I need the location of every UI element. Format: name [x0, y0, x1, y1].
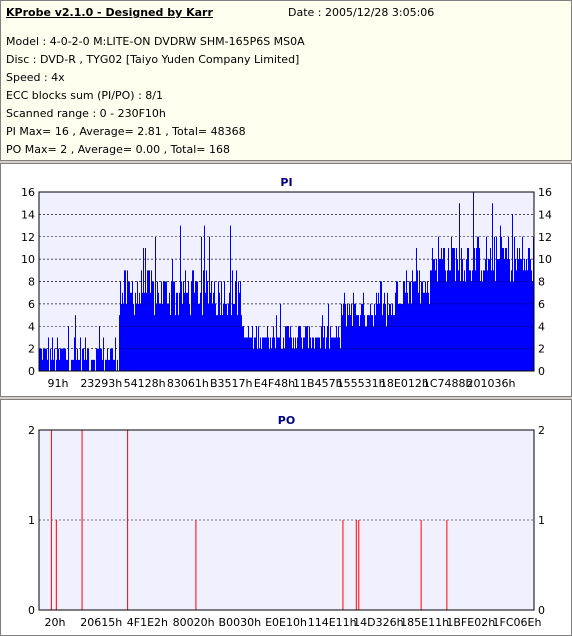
po-y-tick-left: 0 — [28, 604, 35, 617]
po-x-tick: 80020h — [173, 616, 215, 629]
po-stats-line: PO Max= 2 , Average= 0.00 , Total= 168 — [6, 143, 230, 156]
model-line: Model : 4-0-2-0 M:LITE-ON DVDRW SHM-165P… — [6, 35, 305, 48]
pi-chart-panel: PI 0 0 2 2 4 4 6 6 8 8 10 10 12 12 14 14 16 16 91h 23293h 541… — [0, 163, 572, 397]
pi-y-tick-left: 12 — [21, 231, 35, 244]
pi-y-tick-left: 16 — [21, 186, 35, 199]
pi-y-tick-right: 0 — [538, 365, 545, 378]
pi-x-tick: E4F48h — [254, 377, 295, 390]
po-y-tick-left: 1 — [28, 514, 35, 527]
pi-x-tick: 11B457h — [293, 377, 343, 390]
pi-x-tick: 155531h — [337, 377, 386, 390]
pi-x-tick: 18E012h — [380, 377, 429, 390]
pi-y-tick-right: 8 — [538, 276, 545, 289]
po-x-tick: 1FC06Eh — [493, 616, 542, 629]
pi-y-tick-right: 6 — [538, 298, 545, 311]
pi-y-tick-left: 0 — [28, 365, 35, 378]
po-chart-panel: PO 0 0 1 1 2 2 20h 20615h 4F1E2h 80020h B0030h E0E10… — [0, 399, 572, 636]
pi-x-tick: B3517h — [210, 377, 253, 390]
po-x-tick: 114E11h — [308, 616, 357, 629]
app-title: KProbe v2.1.0 - Designed by Karr — [6, 6, 213, 19]
pi-x-tick: 1C7488h — [423, 377, 473, 390]
po-chart-title: PO — [278, 414, 295, 427]
pi-y-tick-left: 14 — [21, 208, 35, 221]
po-x-tick: 4F1E2h — [127, 616, 168, 629]
po-chart: PO 0 0 1 1 2 2 20h 20615h 4F1E2h 80020h B0030h E0E10… — [28, 414, 545, 629]
po-x-tick: 20h — [45, 616, 66, 629]
ecc-line: ECC blocks sum (PI/PO) : 8/1 — [6, 89, 163, 102]
po-x-tick: B0030h — [219, 616, 262, 629]
pi-y-tick-right: 4 — [538, 320, 545, 333]
pi-x-tick: 83061h — [167, 377, 209, 390]
pi-chart: PI 0 0 2 2 4 4 6 6 8 8 10 10 12 12 14 14 16 16 91h 23293h 541… — [21, 176, 552, 390]
pi-y-tick-left: 4 — [28, 320, 35, 333]
pi-stats-line: PI Max= 16 , Average= 2.81 , Total= 4836… — [6, 125, 246, 138]
po-x-tick: 185E11h — [400, 616, 449, 629]
pi-x-tick: 23293h — [80, 377, 122, 390]
pi-y-tick-right: 16 — [538, 186, 552, 199]
speed-line: Speed : 4x — [6, 71, 65, 84]
po-x-tick: E0E10h — [265, 616, 307, 629]
info-panel: KProbe v2.1.0 - Designed by Karr Date : … — [0, 0, 572, 161]
pi-x-tick: 201036h — [467, 377, 516, 390]
pi-y-tick-left: 2 — [28, 343, 35, 356]
po-plot-border — [38, 429, 535, 611]
pi-chart-title: PI — [280, 176, 292, 189]
po-y-tick-right: 1 — [538, 514, 545, 527]
po-y-tick-left: 2 — [28, 424, 35, 437]
po-x-tick: 20615h — [80, 616, 122, 629]
pi-y-tick-right: 10 — [538, 253, 552, 266]
po-x-tick: 1BFE02h — [446, 616, 495, 629]
po-y-tick-right: 2 — [538, 424, 545, 437]
disc-line: Disc : DVD-R , TYG02 [Taiyo Yuden Compan… — [6, 53, 300, 66]
po-x-tick: 14D326h — [353, 616, 403, 629]
pi-y-tick-right: 2 — [538, 343, 545, 356]
pi-y-tick-left: 10 — [21, 253, 35, 266]
pi-y-tick-right: 12 — [538, 231, 552, 244]
pi-y-tick-left: 6 — [28, 298, 35, 311]
scan-date: Date : 2005/12/28 3:05:06 — [288, 6, 435, 19]
pi-x-tick: 91h — [48, 377, 69, 390]
range-line: Scanned range : 0 - 230F10h — [6, 107, 166, 120]
pi-y-tick-left: 8 — [28, 276, 35, 289]
pi-y-tick-right: 14 — [538, 208, 552, 221]
po-y-tick-right: 0 — [538, 604, 545, 617]
pi-plot-border — [38, 191, 535, 372]
pi-x-tick: 54128h — [124, 377, 166, 390]
